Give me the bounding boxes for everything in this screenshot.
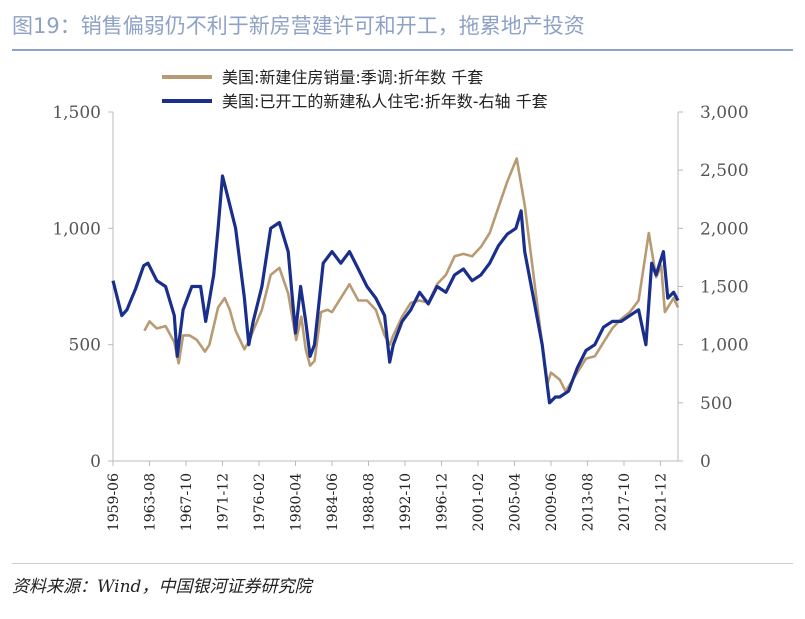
y2-tick-label: 1,500 [700, 278, 749, 298]
chart-title: 图19：销售偏弱仍不利于新房营建许可和开工，拖累地产投资 [12, 14, 585, 38]
x-tick-label: 1988-08 [361, 473, 377, 531]
x-tick-label: 1976-02 [252, 473, 268, 531]
x-tick-label: 2013-08 [580, 473, 596, 531]
x-tick-label: 1959-06 [106, 473, 122, 531]
y-tick-label: 500 [69, 336, 101, 356]
x-tick-label: 2009-06 [544, 473, 560, 531]
legend-label-starts: 美国:已开工的新建私人住宅:折年数-右轴 千套 [222, 92, 548, 111]
x-tick-label: 1996-12 [434, 473, 450, 531]
y-tick-label: 1,500 [52, 103, 101, 123]
series-line-starts [111, 174, 680, 405]
y2-tick-label: 3,000 [700, 103, 749, 123]
y2-tick-label: 0 [700, 452, 711, 472]
legend-label-sales: 美国:新建住房销量:季调:折年数 千套 [222, 68, 483, 87]
x-tick-label: 2005-04 [507, 473, 523, 531]
y-tick-label: 1,000 [52, 219, 101, 239]
source-note: 资料来源：Wind，中国银河证券研究院 [12, 577, 312, 597]
x-tick-label: 1980-04 [288, 473, 304, 531]
series-line-sales [143, 157, 680, 393]
axes-layer: 0 500 1,000 1,500 0 500 1,000 1,500 2,000 2,500 3,… [52, 103, 748, 531]
x-tick-label: 1992-10 [398, 473, 414, 531]
title-divider [12, 49, 793, 51]
legend: 美国:新建住房销量:季调:折年数 千套 美国:已开工的新建私人住宅:折年数-右轴… [162, 68, 548, 111]
y2-tick-label: 1,000 [700, 336, 749, 356]
x-tick-label: 2017-10 [617, 473, 633, 531]
source-divider [12, 563, 793, 564]
series-layer [111, 157, 680, 405]
chart-canvas: 0 500 1,000 1,500 0 500 1,000 1,500 2,000 2,500 3,… [52, 68, 748, 531]
y2-tick-label: 500 [700, 394, 732, 414]
y2-tick-label: 2,000 [700, 219, 749, 239]
y-tick-label: 0 [90, 452, 101, 472]
y2-tick-label: 2,500 [700, 161, 749, 181]
x-tick-label: 2021-12 [653, 473, 669, 531]
x-tick-label: 1967-10 [179, 473, 195, 531]
x-tick-label: 2001-02 [471, 473, 487, 531]
x-tick-label: 1971-12 [215, 473, 231, 531]
x-tick-label: 1963-08 [142, 473, 158, 531]
x-tick-label: 1984-06 [325, 473, 341, 531]
